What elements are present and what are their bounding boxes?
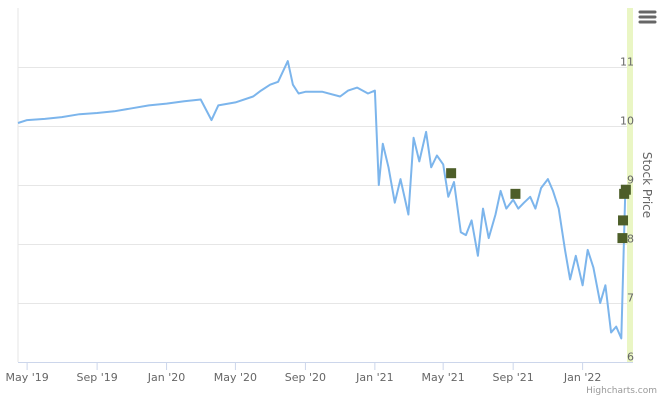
x-tick-label: Sep '20 [285, 371, 326, 384]
series-layer [17, 60, 627, 340]
x-tick-label: May '21 [422, 371, 465, 384]
y-tick-label: 9 [627, 174, 634, 187]
x-tick-label: May '19 [5, 371, 48, 384]
y-axis: 6 7 8 9 10 11 [620, 56, 634, 364]
x-axis: May '19 Sep '19 Jan '20 May '20 Sep '20 Jan '… [5, 362, 633, 384]
event-marker [620, 184, 631, 195]
x-tick-label: Sep '21 [493, 371, 534, 384]
x-tick-label: Jan '20 [147, 371, 185, 384]
credits-link[interactable]: Highcharts.com [586, 386, 657, 396]
y-tick-label: 10 [620, 115, 634, 128]
hamburger-icon[interactable] [636, 6, 658, 28]
marker-layer [446, 168, 631, 244]
event-marker [510, 188, 521, 199]
x-tick-label: Jan '21 [355, 371, 393, 384]
y-tick-label: 11 [620, 56, 634, 69]
x-tick-label: Sep '19 [76, 371, 117, 384]
y-axis-title: Stock Price [640, 152, 654, 218]
y-tick-label: 6 [627, 351, 634, 364]
y-tick-label: 8 [627, 233, 634, 246]
price-line [17, 60, 627, 340]
event-marker [446, 168, 457, 179]
x-tick-label: Jan '22 [563, 371, 601, 384]
event-marker [618, 215, 629, 226]
x-tick-label: May '20 [214, 371, 257, 384]
y-tick-label: 7 [627, 292, 634, 305]
event-marker [617, 233, 628, 244]
